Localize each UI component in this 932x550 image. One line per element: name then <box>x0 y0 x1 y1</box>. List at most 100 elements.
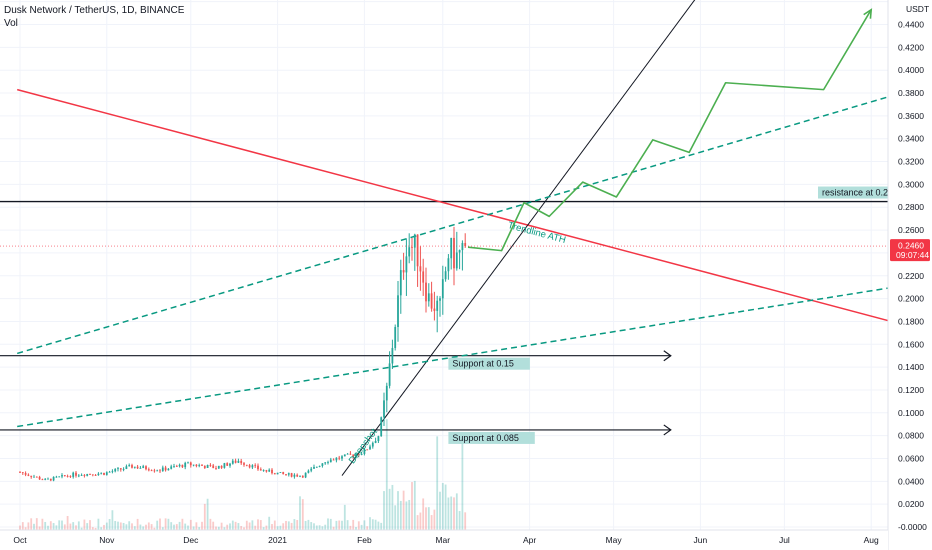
candle[interactable] <box>310 468 313 471</box>
candle[interactable] <box>366 449 369 451</box>
candle[interactable] <box>30 475 33 477</box>
candle[interactable] <box>91 474 94 476</box>
level-label[interactable]: Support at 0.15 <box>452 359 514 369</box>
candle[interactable] <box>170 466 173 469</box>
candle[interactable] <box>388 363 391 386</box>
candle[interactable] <box>80 475 83 476</box>
candle[interactable] <box>195 464 198 467</box>
candle[interactable] <box>66 475 69 477</box>
candle[interactable] <box>128 465 131 467</box>
candle[interactable] <box>285 474 287 475</box>
candle[interactable] <box>315 466 318 468</box>
candle[interactable] <box>399 270 402 296</box>
candle[interactable] <box>299 475 301 477</box>
level-label[interactable]: resistance at 0.285 <box>822 188 898 198</box>
candle[interactable] <box>419 266 422 272</box>
candle[interactable] <box>257 465 259 470</box>
candles[interactable] <box>19 226 467 482</box>
candle[interactable] <box>33 476 35 478</box>
time-axis-label[interactable]: Mar <box>435 535 450 545</box>
candle[interactable] <box>436 300 439 311</box>
candle[interactable] <box>254 465 257 467</box>
candle[interactable] <box>164 467 167 471</box>
time-axis-label[interactable]: Apr <box>523 535 536 545</box>
price-axis-tick[interactable]: 0.2200 <box>898 271 924 281</box>
trendline[interactable] <box>17 88 931 333</box>
candle[interactable] <box>145 466 147 470</box>
candle[interactable] <box>58 476 61 478</box>
candle[interactable] <box>346 453 349 455</box>
price-axis-tick[interactable]: 0.4000 <box>898 65 924 75</box>
candle[interactable] <box>413 234 416 248</box>
candle[interactable] <box>24 473 27 475</box>
candle[interactable] <box>209 465 212 466</box>
candle[interactable] <box>343 454 346 457</box>
candle[interactable] <box>150 470 153 472</box>
candle[interactable] <box>55 476 58 478</box>
candle[interactable] <box>293 474 296 477</box>
candle[interactable] <box>251 465 254 468</box>
candle[interactable] <box>100 472 103 474</box>
candle[interactable] <box>402 270 405 273</box>
candle[interactable] <box>215 468 217 469</box>
candle[interactable] <box>203 465 206 468</box>
candle[interactable] <box>338 457 341 459</box>
candle[interactable] <box>441 279 444 299</box>
candle[interactable] <box>119 468 122 470</box>
candle[interactable] <box>357 454 360 455</box>
candle[interactable] <box>122 468 125 470</box>
candle[interactable] <box>223 463 226 468</box>
time-axis-label[interactable]: May <box>606 535 623 545</box>
price-axis-tick[interactable]: 0.3600 <box>898 111 924 121</box>
time-axis-label[interactable]: 2021 <box>268 535 287 545</box>
candle[interactable] <box>450 237 453 259</box>
candle[interactable] <box>139 467 142 469</box>
candle[interactable] <box>86 473 89 476</box>
candle[interactable] <box>117 468 119 470</box>
price-axis-tick[interactable]: 0.0400 <box>898 476 924 486</box>
candle[interactable] <box>447 258 450 272</box>
time-axis-label[interactable]: Oct <box>13 535 27 545</box>
candle[interactable] <box>161 467 164 471</box>
candle[interactable] <box>114 469 117 472</box>
candle[interactable] <box>27 474 30 476</box>
trendlines[interactable] <box>16 0 931 476</box>
candle[interactable] <box>201 465 203 466</box>
candle[interactable] <box>153 470 156 472</box>
price-axis-tick[interactable]: 0.1400 <box>898 362 924 372</box>
trendline[interactable] <box>16 85 925 355</box>
candle[interactable] <box>184 462 187 468</box>
candle[interactable] <box>217 465 220 469</box>
price-axis-tick[interactable]: 0.2600 <box>898 225 924 235</box>
candle[interactable] <box>374 441 377 443</box>
trendline[interactable] <box>341 0 698 476</box>
candle[interactable] <box>369 446 371 450</box>
candle[interactable] <box>383 400 385 418</box>
price-axis-tick[interactable]: 0.1200 <box>898 385 924 395</box>
candle[interactable] <box>229 463 231 466</box>
candle[interactable] <box>49 478 52 481</box>
price-axis-tick[interactable]: -0.0000 <box>898 522 927 532</box>
level-label[interactable]: Support at 0.085 <box>452 433 519 443</box>
candle[interactable] <box>52 476 55 481</box>
candle[interactable] <box>41 479 44 481</box>
candle[interactable] <box>425 282 427 302</box>
candle[interactable] <box>397 295 399 328</box>
candle[interactable] <box>240 460 243 464</box>
candle[interactable] <box>268 469 271 472</box>
candle[interactable] <box>181 464 184 468</box>
price-axis-tick[interactable]: 0.4400 <box>898 20 924 30</box>
candle[interactable] <box>290 473 293 477</box>
candle[interactable] <box>296 474 299 477</box>
price-axis-tick[interactable]: 0.3800 <box>898 88 924 98</box>
candle[interactable] <box>175 466 178 467</box>
price-axis-tick[interactable]: 0.4200 <box>898 42 924 52</box>
candle[interactable] <box>327 462 329 463</box>
candle[interactable] <box>430 293 433 309</box>
candle[interactable] <box>234 460 237 463</box>
candle[interactable] <box>237 460 240 463</box>
time-axis-label[interactable]: Jun <box>694 535 708 545</box>
candle[interactable] <box>416 234 419 267</box>
price-axis-tick[interactable]: 0.0600 <box>898 453 924 463</box>
candle[interactable] <box>61 475 63 477</box>
